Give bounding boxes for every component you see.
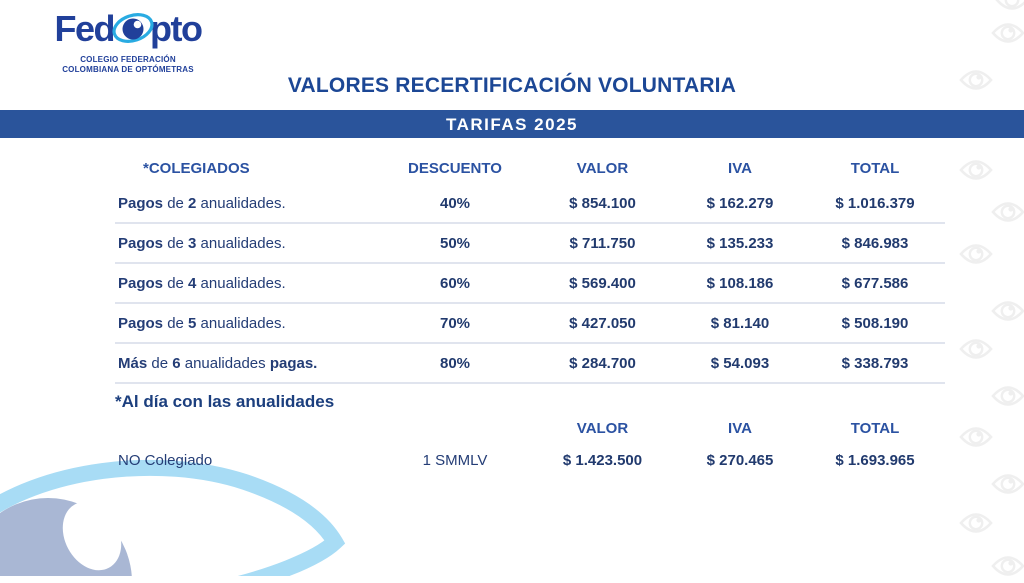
row-valor: $ 854.100 xyxy=(569,194,636,212)
watermark-eye-icon xyxy=(959,68,993,97)
row-label: Pagos de 3 anualidades. xyxy=(118,234,286,252)
row-descuento: 70% xyxy=(439,314,471,332)
row-descuento: 50% xyxy=(439,234,471,252)
watermark-eye-icon xyxy=(991,472,1024,501)
page-title: VALORES RECERTIFICACIÓN VOLUNTARIA xyxy=(287,74,737,97)
table-row: Pagos de 4 anualidades. 60% $ 569.400 $ 108… xyxy=(115,264,945,304)
column-header-iva-2: IVA xyxy=(728,419,752,437)
column-header-valor-2: VALOR xyxy=(576,419,629,437)
fedopto-logo: Fed pto COLEGIO FEDERACIÓN COLOMBIANA DE… xyxy=(42,4,214,75)
row-label: Pagos de 5 anualidades. xyxy=(118,314,286,332)
row-valor: $ 284.700 xyxy=(569,354,636,372)
tariff-table: *COLEGIADOS DESCUENTO VALOR IVA TOTAL Pa… xyxy=(115,152,945,384)
eye-graphic xyxy=(0,459,346,576)
row-total: $ 338.793 xyxy=(841,354,909,372)
row-valor: $ 427.050 xyxy=(569,314,636,332)
row-unit: 1 SMMLV xyxy=(422,451,488,469)
row-total: $ 508.190 xyxy=(841,314,909,332)
table-row: Pagos de 3 anualidades. 50% $ 711.750 $ 135… xyxy=(115,224,945,264)
watermark-eye-icon xyxy=(991,299,1024,328)
row-iva: $ 54.093 xyxy=(710,354,770,372)
watermark-eye-icon xyxy=(991,554,1024,583)
table-row: Pagos de 5 anualidades. 70% $ 427.050 $ 81.… xyxy=(115,304,945,344)
logo-subtitle: COLEGIO FEDERACIÓN COLOMBIANA DE OPTÓMET… xyxy=(42,55,214,75)
row-iva: $ 108.186 xyxy=(706,274,774,292)
row-total: $ 677.586 xyxy=(841,274,909,292)
row-descuento: 80% xyxy=(439,354,471,372)
watermark-eye-icon xyxy=(991,200,1024,229)
column-header-total: TOTAL xyxy=(850,159,900,177)
row-total: $ 1.693.965 xyxy=(835,451,915,469)
row-valor: $ 711.750 xyxy=(569,234,636,252)
row-label: NO Colegiado xyxy=(118,451,213,469)
row-label: Más de 6 anualidades pagas. xyxy=(118,354,318,372)
tariff-table-rows: Pagos de 2 anualidades. 40% $ 854.100 $ 162… xyxy=(115,184,945,384)
watermark-eye-icon xyxy=(995,0,1024,17)
row-total: $ 1.016.379 xyxy=(835,194,915,212)
row-iva: $ 81.140 xyxy=(710,314,770,332)
table-row: Más de 6 anualidades pagas. 80% $ 284.700 $… xyxy=(115,344,945,384)
row-iva: $ 270.465 xyxy=(706,451,774,469)
eye-outline xyxy=(0,459,346,576)
no-colegiado-table: VALOR IVA TOTAL NO Colegiado 1 SMMLV $ 1… xyxy=(115,414,945,478)
watermark-eye-icon xyxy=(959,337,993,366)
watermark-eye-icon xyxy=(959,242,993,271)
section2-title: *Al día con las anualidades xyxy=(115,392,335,411)
watermark-eye-icon xyxy=(959,425,993,454)
row-iva: $ 162.279 xyxy=(706,194,774,212)
watermark-eye-icon xyxy=(959,511,993,540)
brand-text-end: pto xyxy=(150,8,203,49)
tariffs-banner: TARIFAS 2025 xyxy=(0,110,1024,138)
row-descuento: 40% xyxy=(439,194,471,212)
logo-eye-icon xyxy=(112,5,154,58)
brand-wordmark: Fed pto xyxy=(42,4,214,54)
logo-subtitle-line1: COLEGIO FEDERACIÓN xyxy=(80,55,176,64)
brand-text-start: Fed xyxy=(54,8,116,49)
row-label: Pagos de 2 anualidades. xyxy=(118,194,286,212)
logo-subtitle-line2: COLOMBIANA DE OPTÓMETRAS xyxy=(62,65,194,74)
table-row: Pagos de 2 anualidades. 40% $ 854.100 $ 162… xyxy=(115,184,945,224)
eye-highlight xyxy=(62,501,122,571)
no-colegiado-row: NO Colegiado 1 SMMLV $ 1.423.500 $ 270.4… xyxy=(115,442,945,478)
column-header-iva: IVA xyxy=(728,159,752,177)
column-header-descuento: DESCUENTO xyxy=(408,159,502,177)
row-total: $ 846.983 xyxy=(841,234,909,252)
watermark-eye-icon xyxy=(991,384,1024,413)
column-header-total-2: TOTAL xyxy=(850,419,900,437)
watermark-eye-icon xyxy=(991,21,1024,50)
watermark-eye-icon xyxy=(959,158,993,187)
row-label: Pagos de 4 anualidades. xyxy=(118,274,286,292)
row-descuento: 60% xyxy=(439,274,471,292)
column-header-colegiados: *COLEGIADOS xyxy=(143,159,250,177)
row-iva: $ 135.233 xyxy=(706,234,774,252)
row-valor: $ 1.423.500 xyxy=(562,451,643,469)
tariff-table-header: *COLEGIADOS DESCUENTO VALOR IVA TOTAL xyxy=(115,152,945,184)
table2-header: VALOR IVA TOTAL xyxy=(115,414,945,442)
row-valor: $ 569.400 xyxy=(569,274,636,292)
column-header-valor: VALOR xyxy=(576,159,629,177)
